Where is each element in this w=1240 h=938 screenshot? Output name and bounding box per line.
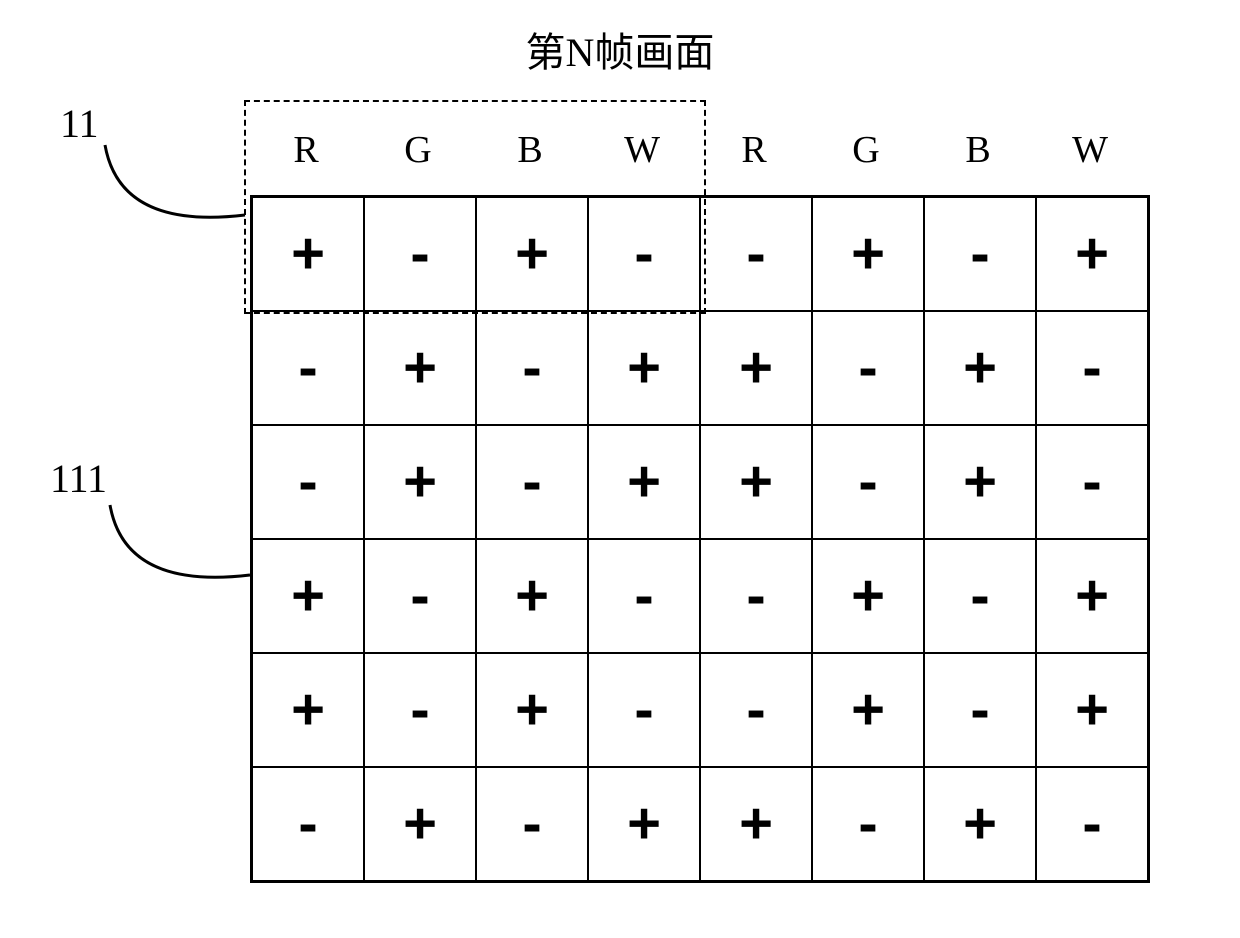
grid-cell: -	[700, 197, 812, 311]
grid-cell: -	[924, 653, 1036, 767]
grid-cell: +	[812, 539, 924, 653]
grid-cell: +	[812, 653, 924, 767]
grid-cell: +	[476, 539, 588, 653]
grid-cell: -	[364, 539, 476, 653]
leader-path	[110, 505, 250, 577]
grid-cell: -	[812, 311, 924, 425]
grid-cell: +	[924, 311, 1036, 425]
grid-cell: +	[252, 539, 364, 653]
grid-cell: -	[700, 653, 812, 767]
header-cell: G	[810, 105, 922, 195]
grid-cell: -	[1036, 425, 1148, 539]
grid-cell: +	[924, 425, 1036, 539]
grid-cell: -	[700, 539, 812, 653]
grid-cell: -	[252, 767, 364, 881]
grid-cell: -	[588, 653, 700, 767]
grid-cell: +	[700, 311, 812, 425]
grid-cell: -	[1036, 311, 1148, 425]
leader-line-11	[90, 130, 260, 250]
grid-cell: +	[364, 311, 476, 425]
grid-cell: +	[476, 653, 588, 767]
grid-cell: -	[588, 539, 700, 653]
header-cell: B	[922, 105, 1034, 195]
callout-label-11: 11	[60, 100, 99, 147]
grid-cell: +	[588, 767, 700, 881]
grid-cell: -	[812, 767, 924, 881]
grid-cell: -	[364, 653, 476, 767]
grid-cell: -	[812, 425, 924, 539]
grid-cell: +	[252, 653, 364, 767]
grid-cell: -	[924, 539, 1036, 653]
grid-cell: -	[1036, 767, 1148, 881]
grid-cell: -	[476, 311, 588, 425]
grid-cell: -	[476, 425, 588, 539]
grid-cell: -	[252, 311, 364, 425]
grid-cell: +	[364, 767, 476, 881]
grid-cell: +	[924, 767, 1036, 881]
grid-cell: +	[1036, 197, 1148, 311]
leader-path	[105, 145, 245, 217]
callout-label-111: 111	[50, 455, 107, 502]
header-cell: W	[1034, 105, 1146, 195]
pixel-group-highlight	[244, 100, 706, 314]
grid-cell: +	[700, 767, 812, 881]
grid-cell: +	[812, 197, 924, 311]
grid-cell: +	[1036, 539, 1148, 653]
grid-cell: -	[252, 425, 364, 539]
grid-cell: +	[1036, 653, 1148, 767]
grid-cell: -	[924, 197, 1036, 311]
grid-cell: +	[700, 425, 812, 539]
grid-cell: +	[588, 311, 700, 425]
leader-line-111	[95, 490, 265, 610]
canvas: { "title": "第N帧画面", "dimensions": { "wid…	[0, 0, 1240, 938]
grid-cell: +	[588, 425, 700, 539]
diagram-title: 第N帧画面	[0, 20, 1240, 78]
header-cell: R	[698, 105, 810, 195]
grid-cell: +	[364, 425, 476, 539]
grid-cell: -	[476, 767, 588, 881]
